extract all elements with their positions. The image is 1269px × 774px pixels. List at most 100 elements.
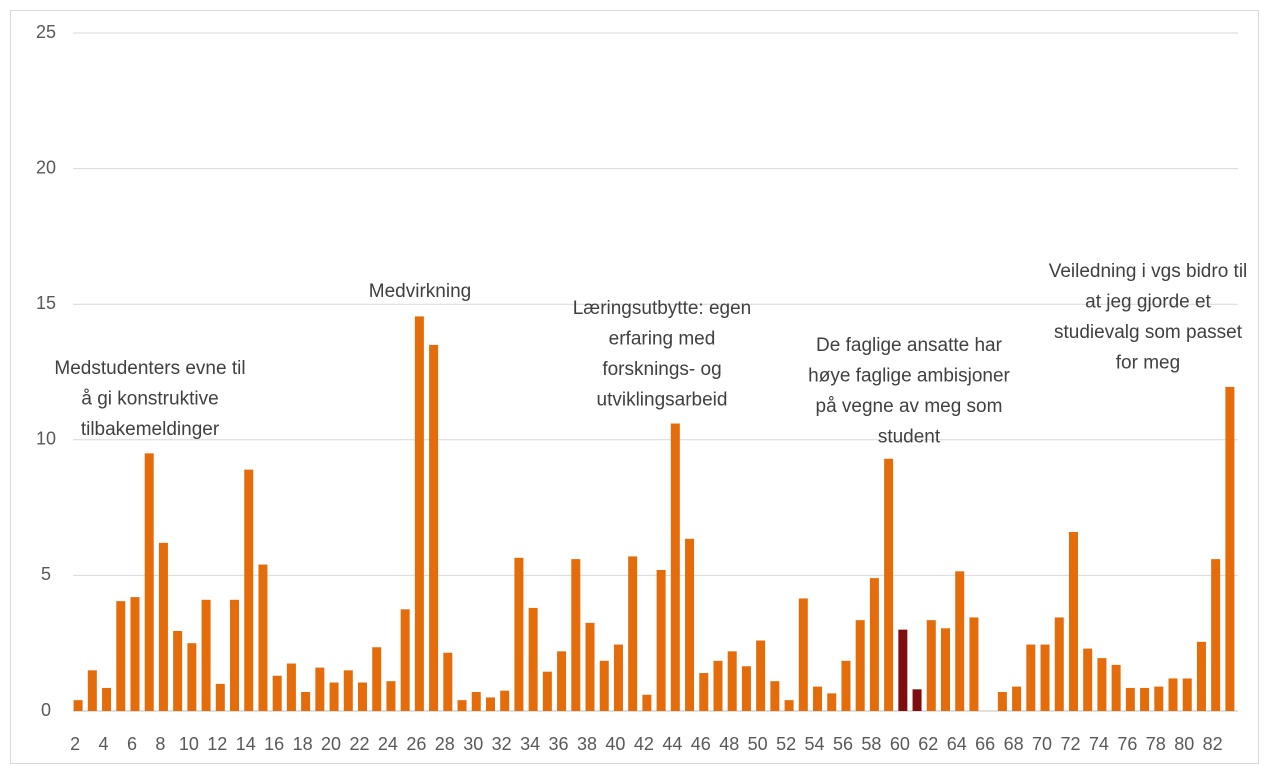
bar [272,675,282,711]
bar [798,598,808,711]
annotation: tilbakemeldinger [81,419,220,440]
bar [329,682,339,711]
bar [372,647,382,711]
bar [926,620,936,711]
bar [1196,641,1206,711]
x-tick-label: 76 [1117,734,1137,754]
x-tick-label: 80 [1174,734,1194,754]
bar [613,644,623,711]
bar [841,660,851,711]
bar [358,682,367,711]
x-tick-label: 74 [1089,734,1109,754]
annotation: Medstudenters evne til [54,358,245,379]
y-tick-label: 15 [36,293,56,313]
x-tick-label: 52 [776,734,796,754]
bar [571,559,581,711]
bar [997,692,1007,711]
annotation: De faglige ansatte har [816,335,1003,356]
bar [941,628,950,711]
x-tick-label: 22 [349,734,369,754]
bar [1068,532,1078,711]
x-tick-label: 50 [748,734,768,754]
x-tick-label: 56 [833,734,853,754]
bar [471,692,481,711]
bar [756,640,766,711]
annotation: å gi konstruktive [81,389,218,410]
y-tick-label: 20 [36,157,56,177]
bar [244,469,254,711]
x-tick-label: 66 [975,734,995,754]
x-tick-label: 2 [70,734,80,754]
bar [1140,687,1150,711]
x-tick-label: 48 [719,734,739,754]
bar [414,316,424,711]
x-tick-label: 44 [662,734,682,754]
y-tick-label: 5 [41,564,51,584]
y-tick-label: 10 [36,429,56,449]
bar [1225,386,1235,711]
bar [116,601,126,711]
bar [784,700,794,711]
x-tick-label: 36 [549,734,569,754]
x-tick-label: 12 [207,734,227,754]
x-tick-label: 64 [947,734,967,754]
x-tick-label: 58 [861,734,881,754]
bar [1211,559,1221,711]
annotation: at jeg gjorde et [1085,292,1211,313]
bar [386,681,396,711]
bar [1097,658,1107,711]
annotation: studievalg som passet [1054,322,1243,343]
x-tick-label: 78 [1146,734,1166,754]
bar [102,687,112,711]
x-tick-label: 42 [634,734,654,754]
x-tick-label: 16 [264,734,284,754]
bar [443,652,453,711]
bar [144,453,154,711]
bar [158,542,168,711]
bar [286,663,296,711]
bar [73,700,83,711]
x-tick-label: 60 [890,734,910,754]
bar [457,700,467,711]
bar [1040,644,1050,711]
x-tick-label: 68 [1004,734,1024,754]
bar [699,673,709,711]
bar [599,660,609,711]
bar [429,344,439,711]
bar [201,599,211,711]
bar [87,670,97,711]
x-tick-label: 20 [321,734,341,754]
annotation: student [878,427,941,448]
x-tick-label: 4 [99,734,109,754]
bar [1012,686,1022,711]
bar [884,458,894,711]
x-tick-label: 34 [520,734,540,754]
x-tick-label: 70 [1032,734,1052,754]
bar [642,694,652,711]
bar [813,686,823,711]
bar [187,643,197,711]
bar [1026,644,1036,711]
annotation: Medvirkning [369,281,471,302]
x-tick-label: 28 [435,734,455,754]
bar [855,620,865,711]
bar [912,689,922,711]
bar [1125,687,1135,711]
x-tick-label: 62 [918,734,938,754]
bar [215,683,225,711]
x-tick-label: 72 [1060,734,1080,754]
x-tick-label: 30 [463,734,483,754]
annotation: på vegne av meg som [816,396,1003,417]
bar [315,667,325,711]
x-tick-label: 46 [691,734,711,754]
bar [727,651,737,711]
bar [1054,617,1064,711]
x-tick-label: 54 [805,734,825,754]
annotation: høye faglige ambisjoner [808,366,1010,387]
bar [173,630,183,711]
bar [301,692,311,711]
bar [1168,678,1178,711]
bar [485,697,495,711]
